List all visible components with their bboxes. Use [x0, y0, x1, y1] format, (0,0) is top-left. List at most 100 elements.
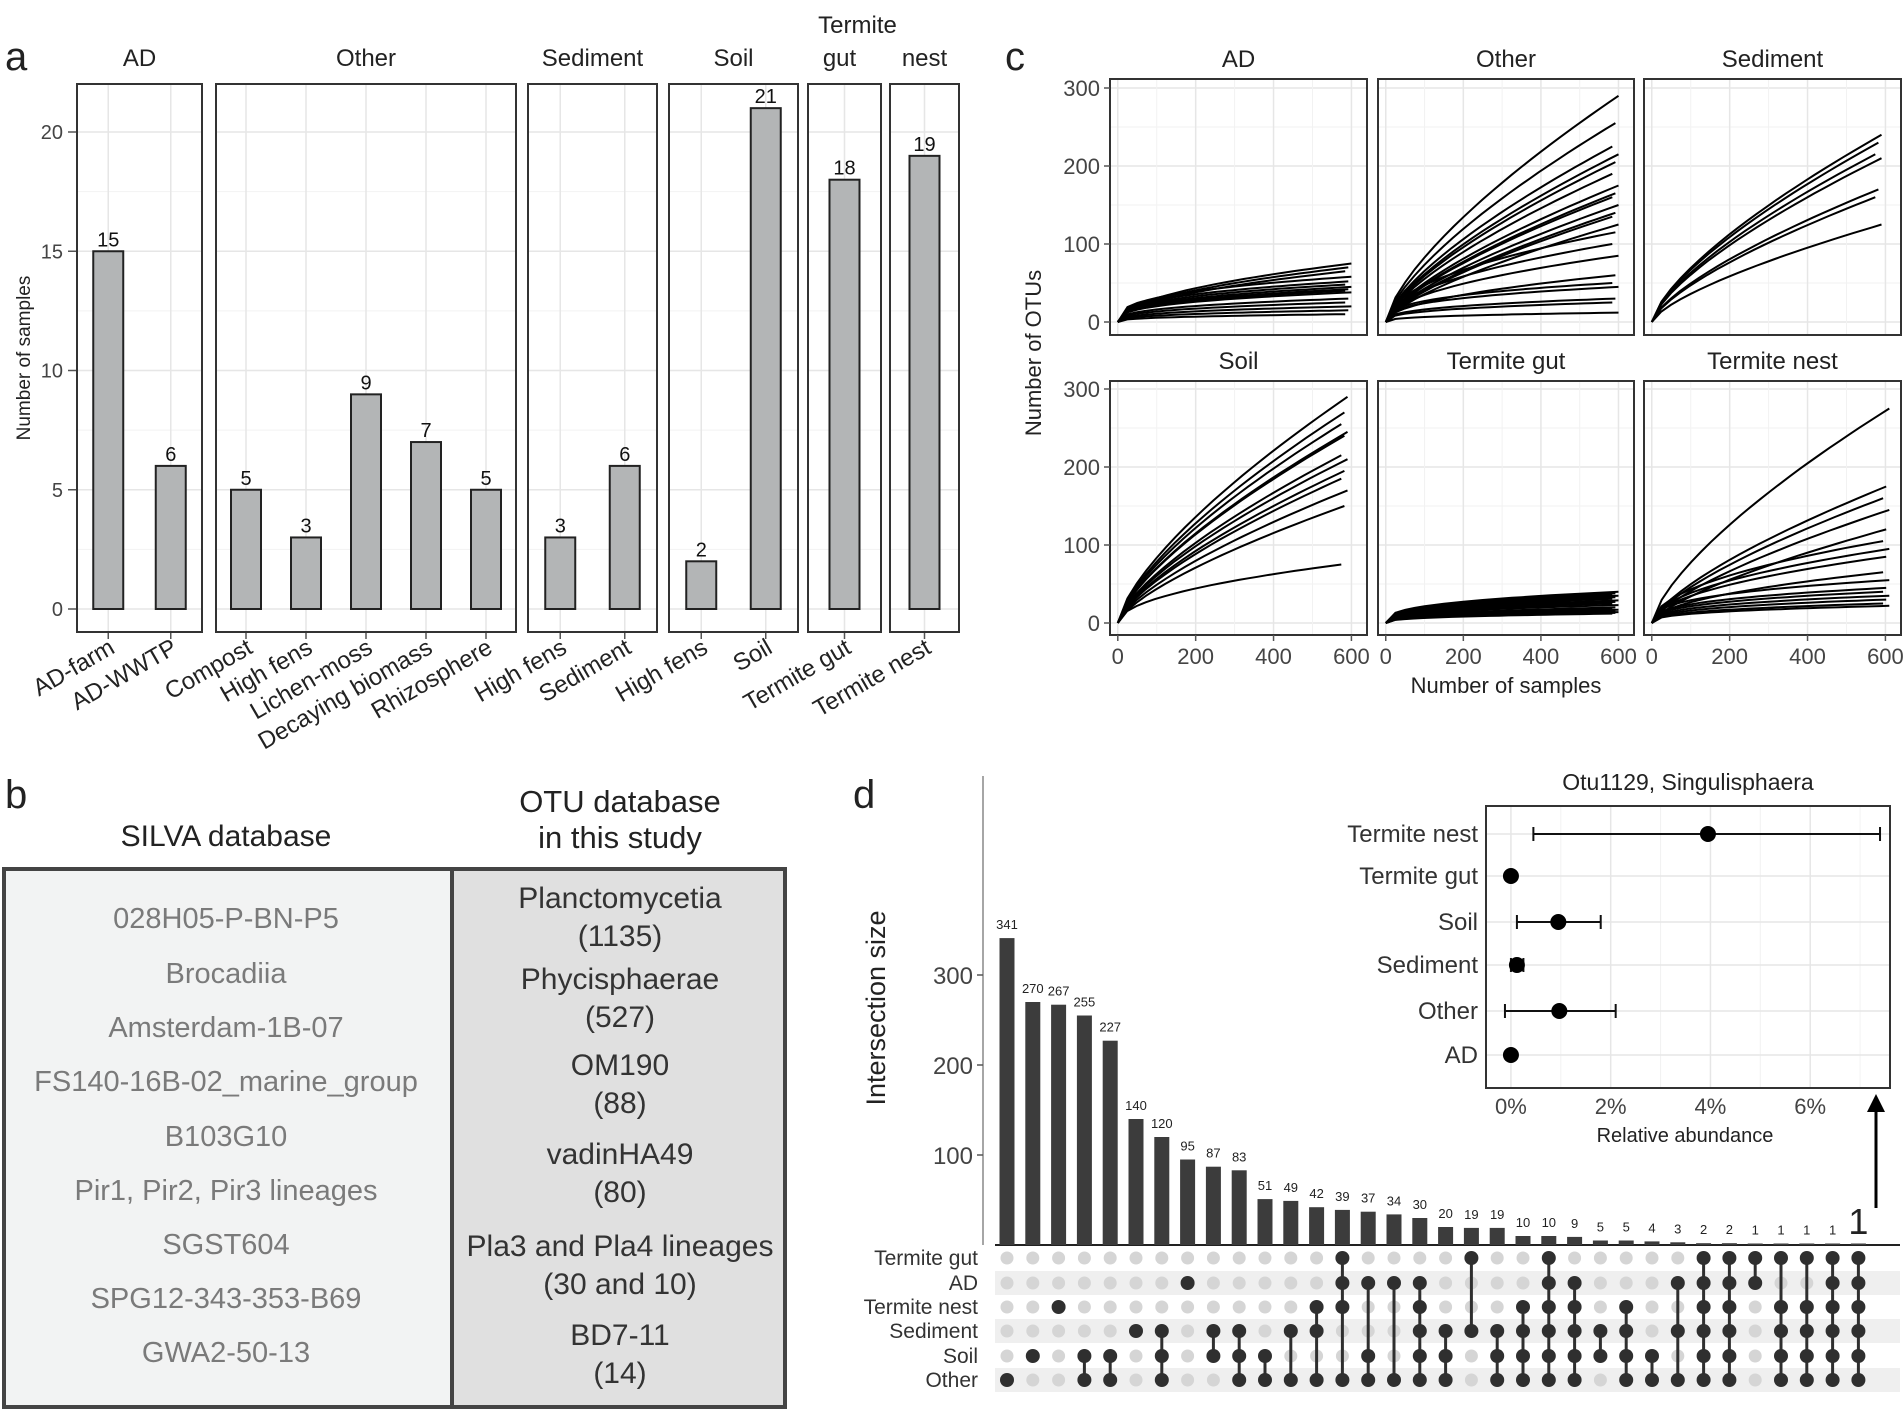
facet-title: Soil	[713, 45, 753, 72]
otu-header-line2: in this study	[538, 820, 702, 855]
x-tick-label: 200	[1445, 644, 1482, 669]
rarefaction-curve	[1650, 497, 1884, 624]
x-tick-label: 400	[1789, 644, 1826, 669]
otu-item-count: (80)	[593, 1176, 646, 1209]
bar-value-label: 42	[1309, 1186, 1323, 1201]
matrix-dot-empty	[1568, 1251, 1582, 1265]
facet-title: Termite	[818, 12, 897, 39]
matrix-dot-filled	[1825, 1300, 1840, 1314]
matrix-dot-empty	[1181, 1373, 1195, 1387]
matrix-dot-filled	[1696, 1324, 1711, 1338]
facet-title: AD	[123, 45, 156, 72]
matrix-dot-empty	[1129, 1349, 1143, 1363]
matrix-dot-empty	[1748, 1349, 1762, 1363]
bar-value-label: 9	[1571, 1216, 1578, 1231]
matrix-dot-empty	[1052, 1349, 1066, 1363]
highlight-value-label: 1	[1848, 1201, 1868, 1242]
matrix-dot-filled	[1541, 1349, 1556, 1363]
bar-value-label: 37	[1361, 1191, 1375, 1206]
bar	[1231, 1170, 1247, 1245]
rarefaction-curve	[1384, 282, 1613, 323]
matrix-dot-filled	[1748, 1251, 1763, 1265]
matrix-dot-empty	[1103, 1276, 1117, 1290]
matrix-dot-filled	[1464, 1324, 1479, 1338]
bar	[685, 560, 718, 610]
rarefaction-curve	[1650, 133, 1883, 323]
matrix-dot-filled	[1361, 1276, 1376, 1290]
rarefaction-curve	[1651, 586, 1887, 624]
matrix-dot-filled	[1619, 1300, 1634, 1314]
matrix-dot-filled	[1825, 1251, 1840, 1265]
matrix-dot-filled	[1180, 1276, 1195, 1290]
bar	[749, 107, 782, 611]
data-point	[1502, 868, 1519, 884]
bar-value-label: 270	[1022, 981, 1044, 996]
bar-value-label: 5	[1597, 1220, 1604, 1235]
matrix-dot-filled	[1412, 1349, 1427, 1363]
matrix-dot-empty	[1129, 1300, 1143, 1314]
facet-frame	[1377, 78, 1635, 336]
matrix-dot-filled	[1541, 1276, 1556, 1290]
matrix-dot-filled	[1077, 1349, 1092, 1363]
bar-value-label: 6	[165, 444, 176, 466]
bar	[999, 938, 1015, 1245]
matrix-dot-filled	[1335, 1300, 1350, 1314]
bar	[1747, 1243, 1763, 1245]
matrix-dot-empty	[1310, 1251, 1324, 1265]
matrix-dot-filled	[1722, 1373, 1737, 1387]
rarefaction-curve	[1651, 223, 1882, 323]
rarefaction-curve	[1116, 411, 1345, 624]
matrix-dot-filled	[1593, 1324, 1608, 1338]
matrix-dot-filled	[1516, 1300, 1530, 1314]
facet-title: Soil	[1218, 348, 1258, 375]
matrix-dot-empty	[1464, 1349, 1478, 1363]
matrix-dot-filled	[1722, 1276, 1737, 1290]
bar-value-label: 10	[1516, 1215, 1530, 1230]
rarefaction-curve	[1117, 313, 1346, 323]
bar	[470, 488, 502, 610]
x-tick-label: 4%	[1695, 1094, 1727, 1119]
rarefaction-curve	[1651, 604, 1890, 624]
otu-item-count: (527)	[585, 1001, 655, 1034]
data-point	[1551, 1003, 1568, 1019]
matrix-dot-empty	[1026, 1324, 1040, 1338]
set-label: Other	[925, 1369, 978, 1392]
bar-value-label: 3	[1674, 1221, 1681, 1236]
facet-frame	[1377, 380, 1635, 636]
matrix-dot-empty	[1232, 1300, 1246, 1314]
matrix-dot-filled	[1722, 1251, 1737, 1265]
matrix-dot-empty	[1232, 1276, 1246, 1290]
matrix-dot-empty	[1206, 1373, 1220, 1387]
facet-title: Sediment	[542, 45, 644, 72]
y-tick-label: 15	[41, 241, 63, 263]
matrix-dot-filled	[1309, 1324, 1324, 1338]
rarefaction-curve	[1384, 231, 1616, 323]
matrix-dot-filled	[1232, 1349, 1247, 1363]
facet-frame	[1109, 78, 1368, 336]
rarefaction-curve	[1116, 395, 1349, 624]
matrix-dot-empty	[1387, 1251, 1401, 1265]
matrix-dot-filled	[1516, 1324, 1530, 1338]
matrix-dot-filled	[1025, 1349, 1040, 1363]
panel-label-b: b	[5, 773, 27, 817]
bar-value-label: 1	[1829, 1223, 1836, 1238]
bar	[290, 536, 322, 611]
bar-value-label: 341	[996, 917, 1018, 932]
matrix-dot-filled	[1541, 1373, 1556, 1387]
matrix-dot-empty	[1052, 1324, 1066, 1338]
matrix-dot-filled	[1232, 1373, 1247, 1387]
bar-value-label: 255	[1074, 995, 1096, 1010]
bar	[1438, 1227, 1454, 1245]
set-label: Termite gut	[874, 1247, 978, 1270]
rarefaction-curve	[1651, 508, 1890, 624]
matrix-dot-empty	[1181, 1251, 1195, 1265]
rarefaction-curve	[1650, 141, 1879, 323]
matrix-dot-filled	[1232, 1324, 1247, 1338]
y-tick-label: 300	[1063, 377, 1100, 402]
matrix-dot-empty	[1206, 1251, 1220, 1265]
matrix-dot-filled	[1154, 1373, 1169, 1387]
matrix-dot-filled	[1851, 1349, 1866, 1363]
bar-value-label: 2	[1726, 1222, 1733, 1237]
